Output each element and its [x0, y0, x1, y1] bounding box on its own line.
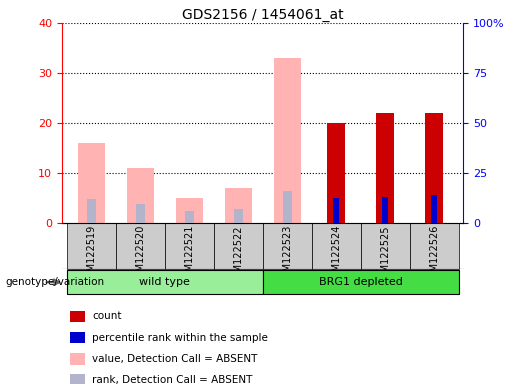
Bar: [165, 223, 214, 269]
Bar: [263, 270, 458, 294]
Bar: [70, 353, 85, 364]
Bar: [136, 204, 145, 223]
Bar: [273, 58, 301, 223]
Bar: [116, 223, 165, 269]
Bar: [176, 198, 202, 223]
Bar: [70, 311, 85, 322]
Bar: [327, 123, 346, 223]
Text: GSM122526: GSM122526: [429, 225, 439, 285]
Bar: [382, 197, 388, 223]
Bar: [425, 113, 443, 223]
Bar: [376, 113, 394, 223]
Text: BRG1 depleted: BRG1 depleted: [319, 277, 403, 287]
Bar: [225, 188, 252, 223]
Title: GDS2156 / 1454061_at: GDS2156 / 1454061_at: [182, 8, 344, 22]
Bar: [67, 270, 263, 294]
Text: genotype/variation: genotype/variation: [5, 277, 104, 287]
Bar: [431, 195, 437, 223]
Text: rank, Detection Call = ABSENT: rank, Detection Call = ABSENT: [92, 375, 253, 384]
Text: value, Detection Call = ABSENT: value, Detection Call = ABSENT: [92, 354, 258, 364]
Text: wild type: wild type: [139, 277, 190, 287]
Text: GSM122524: GSM122524: [331, 225, 341, 285]
Text: GSM122522: GSM122522: [233, 225, 243, 285]
Text: GSM122523: GSM122523: [282, 225, 292, 285]
Bar: [214, 223, 263, 269]
Bar: [78, 143, 105, 223]
Bar: [70, 332, 85, 343]
Bar: [70, 374, 85, 384]
Text: GSM122519: GSM122519: [86, 225, 96, 284]
Bar: [312, 223, 360, 269]
Bar: [234, 209, 243, 223]
Bar: [409, 223, 458, 269]
Text: count: count: [92, 311, 122, 321]
Bar: [283, 191, 291, 223]
Bar: [263, 223, 312, 269]
Bar: [333, 198, 339, 223]
Text: GSM122525: GSM122525: [380, 225, 390, 285]
Bar: [185, 211, 194, 223]
Bar: [87, 199, 96, 223]
Bar: [360, 223, 409, 269]
Bar: [127, 168, 153, 223]
Text: GSM122521: GSM122521: [184, 225, 194, 285]
Bar: [67, 223, 116, 269]
Text: GSM122520: GSM122520: [135, 225, 145, 285]
Text: percentile rank within the sample: percentile rank within the sample: [92, 333, 268, 343]
